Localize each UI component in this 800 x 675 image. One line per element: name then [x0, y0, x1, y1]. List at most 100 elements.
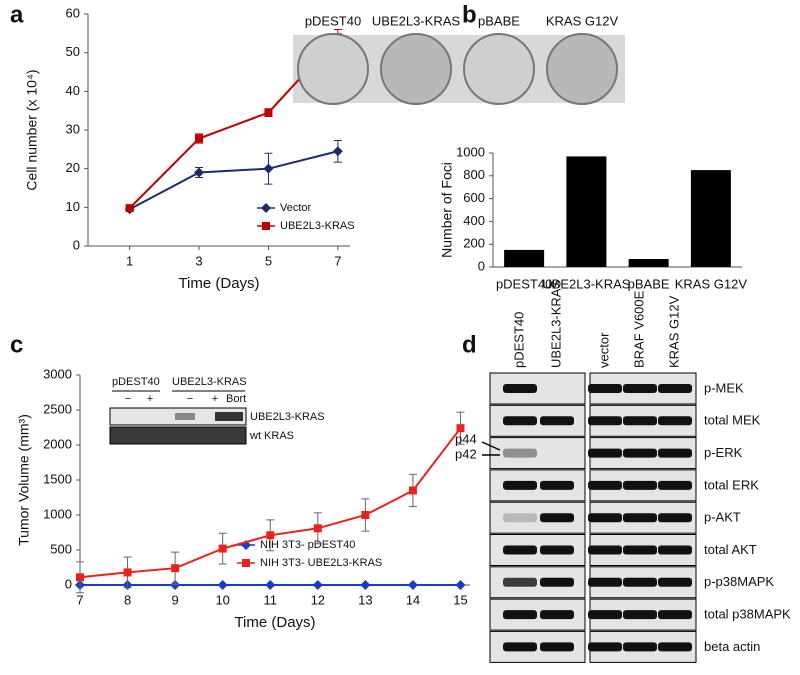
data-point [263, 163, 274, 174]
inset-row-label: UBE2L3-KRAS [250, 411, 325, 423]
y-tick-label: 500 [50, 541, 72, 556]
x-tick-label: UBE2L3-KRAS [542, 276, 630, 291]
plate-label: pBABE [478, 13, 520, 28]
blot-band [658, 513, 692, 523]
x-tick-label: 13 [358, 592, 372, 607]
blot-band [623, 384, 657, 393]
blot-row-label: p-MEK [704, 380, 744, 395]
inset-treatment: − [125, 393, 131, 405]
bar [504, 249, 545, 267]
blot-band [658, 577, 692, 587]
legend-marker [262, 222, 270, 230]
blot-band [658, 384, 692, 393]
blot-row-label: p-AKT [704, 510, 741, 525]
blot-band [623, 480, 657, 490]
blot-band [503, 416, 537, 426]
blot-row-label: total ERK [704, 477, 759, 492]
y-tick-label: 2500 [43, 401, 72, 416]
data-point [312, 580, 323, 590]
x-tick-label: pDEST40 [496, 276, 552, 291]
data-point [361, 511, 370, 519]
data-point [76, 573, 84, 582]
inset-treatment-label: Bort [226, 393, 246, 405]
x-tick-label: KRAS G12V [675, 276, 748, 291]
data-point [455, 580, 466, 590]
series-line [79, 427, 462, 579]
panel-label: d [462, 331, 477, 358]
data-point [313, 524, 322, 533]
blot-row-label: total MEK [704, 413, 761, 428]
inset-group: UBE2L3-KRAS [172, 376, 247, 388]
y-axis-title: Cell number (x 10⁴) [24, 69, 40, 190]
blot-row-label: p-ERK [704, 445, 743, 460]
y-tick-label: 50 [66, 44, 80, 59]
legend-label: Vector [280, 202, 312, 214]
blot-band [503, 480, 537, 490]
inset-treatment: + [212, 393, 218, 405]
inset-treatment: − [187, 393, 193, 405]
y-tick-label: 40 [66, 83, 80, 98]
blot-band [658, 545, 692, 555]
blot-band [503, 384, 537, 393]
data-point [170, 580, 181, 590]
blot-row-label: total p38MAPK [704, 607, 791, 622]
inset-row-label: wt KRAS [249, 430, 294, 442]
y-axis-title: Number of Foci [439, 162, 455, 258]
x-tick-label: 5 [265, 253, 272, 268]
plate [463, 33, 535, 105]
blot-row-label: p-p38MAPK [704, 574, 774, 589]
data-point [332, 146, 343, 157]
y-tick-label: 400 [463, 213, 485, 228]
blot-band [540, 416, 574, 426]
plate-label: UBE2L3-KRAS [372, 13, 460, 28]
series-line [129, 150, 339, 211]
blot-band [658, 642, 692, 652]
marker-arrow [481, 441, 501, 456]
data-point [266, 531, 275, 540]
legend-marker [242, 559, 250, 567]
inset-group: pDEST40 [112, 376, 160, 388]
blot-band [503, 545, 537, 555]
x-axis-title: Time (Days) [178, 275, 259, 292]
y-tick-label: 200 [463, 236, 485, 251]
y-axis-title: Tumor Volume (mm³) [16, 414, 32, 546]
blot-band [503, 513, 537, 523]
y-tick-label: 0 [65, 576, 72, 591]
legend-label: NIH 3T3- UBE2L3-KRAS [260, 557, 382, 569]
data-point [265, 580, 276, 590]
blot-band [623, 416, 657, 426]
y-tick-label: 800 [463, 167, 485, 182]
blot-band [588, 416, 622, 426]
plate-label: pDEST40 [305, 13, 361, 28]
data-point [125, 204, 134, 213]
marker-label: p44 [455, 431, 477, 446]
x-axis-title: Time (Days) [234, 614, 315, 631]
data-point [264, 108, 273, 117]
data-point [407, 580, 418, 590]
lane-label: BRAF V600E [631, 290, 646, 368]
blot-band [540, 610, 574, 620]
x-tick-label: 8 [124, 592, 131, 607]
blot-band [623, 513, 657, 523]
blot-strip [489, 437, 586, 470]
blot-band [623, 610, 657, 620]
data-point [195, 134, 204, 143]
inset-strip [109, 426, 247, 445]
x-tick-label: 12 [311, 592, 325, 607]
blot-band [540, 480, 574, 490]
y-tick-label: 60 [66, 5, 80, 20]
blot-band [623, 577, 657, 587]
data-point [171, 564, 180, 573]
x-tick-label: 14 [406, 592, 420, 607]
blot-band [540, 577, 574, 587]
y-tick-label: 0 [478, 258, 485, 273]
blot-band [623, 448, 657, 458]
y-tick-label: 30 [66, 121, 80, 136]
blot-band [623, 545, 657, 555]
blot-band [503, 642, 537, 652]
marker-label: p42 [455, 446, 477, 461]
lane-label: vector [596, 332, 611, 368]
blot-band [588, 610, 622, 620]
